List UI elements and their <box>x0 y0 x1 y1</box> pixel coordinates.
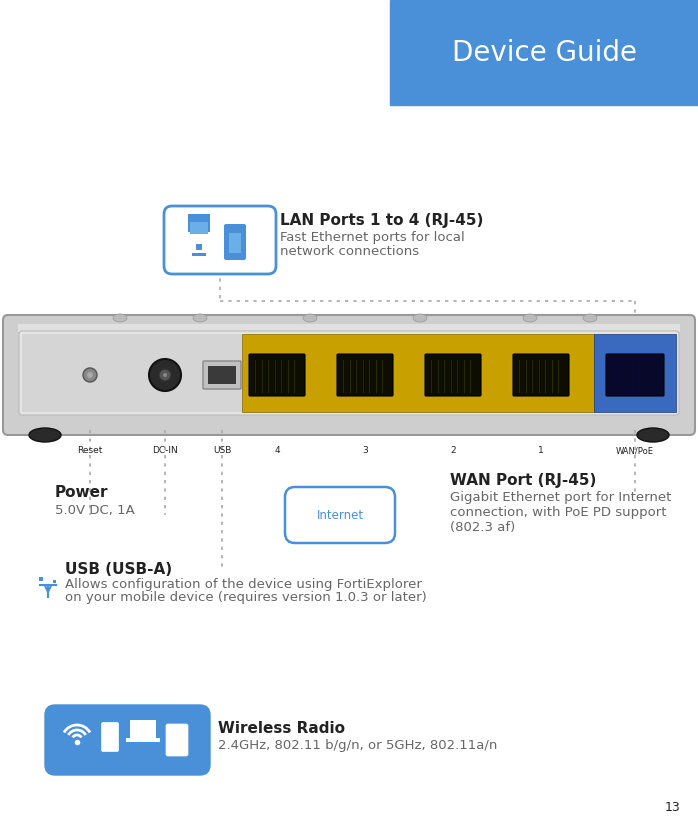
Circle shape <box>159 369 171 381</box>
FancyBboxPatch shape <box>249 354 305 396</box>
Bar <box>130 720 156 738</box>
FancyBboxPatch shape <box>19 331 679 415</box>
Text: USB (USB-A): USB (USB-A) <box>65 562 172 577</box>
Text: 13: 13 <box>664 800 680 814</box>
Text: 2.4GHz, 802.11 b/g/n, or 5GHz, 802.11a/n: 2.4GHz, 802.11 b/g/n, or 5GHz, 802.11a/n <box>218 739 498 752</box>
Text: Fast Ethernet ports for local: Fast Ethernet ports for local <box>280 231 465 244</box>
Ellipse shape <box>29 428 61 442</box>
Bar <box>594 334 676 412</box>
Text: Device Guide: Device Guide <box>452 39 637 67</box>
Text: WAN/PoE: WAN/PoE <box>616 446 654 455</box>
FancyBboxPatch shape <box>164 206 276 274</box>
Bar <box>190 222 208 234</box>
Circle shape <box>163 373 167 377</box>
Ellipse shape <box>583 314 597 322</box>
Text: 5.0V DC, 1A: 5.0V DC, 1A <box>55 504 135 517</box>
Bar <box>390 0 698 105</box>
Circle shape <box>87 372 93 378</box>
Ellipse shape <box>637 428 669 442</box>
FancyBboxPatch shape <box>203 361 241 389</box>
FancyBboxPatch shape <box>606 354 664 396</box>
Text: 2: 2 <box>450 446 456 455</box>
Text: DC-IN: DC-IN <box>152 446 178 455</box>
Text: on your mobile device (requires version 1.0.3 or later): on your mobile device (requires version … <box>65 591 426 604</box>
Text: LAN Ports 1 to 4 (RJ-45): LAN Ports 1 to 4 (RJ-45) <box>280 213 484 228</box>
Text: WAN Port (RJ-45): WAN Port (RJ-45) <box>450 473 596 488</box>
FancyBboxPatch shape <box>337 354 393 396</box>
Text: 1: 1 <box>538 446 544 455</box>
FancyBboxPatch shape <box>3 315 695 435</box>
Bar <box>188 214 210 232</box>
Text: Gigabit Ethernet port for Internet: Gigabit Ethernet port for Internet <box>450 491 671 504</box>
Bar <box>18 324 680 332</box>
Text: USB: USB <box>213 446 231 455</box>
Bar <box>39 577 43 581</box>
Text: Allows configuration of the device using FortiExplorer: Allows configuration of the device using… <box>65 578 422 591</box>
Text: connection, with PoE PD support: connection, with PoE PD support <box>450 506 667 519</box>
FancyBboxPatch shape <box>101 722 119 751</box>
Text: (802.3 af): (802.3 af) <box>450 521 515 534</box>
FancyBboxPatch shape <box>166 724 188 756</box>
Circle shape <box>83 368 97 382</box>
Text: Internet: Internet <box>316 508 364 521</box>
Bar <box>196 244 202 250</box>
Text: 3: 3 <box>362 446 368 455</box>
Bar <box>22 334 242 412</box>
Text: 4: 4 <box>274 446 280 455</box>
Bar <box>208 366 236 384</box>
Ellipse shape <box>413 314 427 322</box>
FancyBboxPatch shape <box>513 354 569 396</box>
Circle shape <box>149 359 181 391</box>
Bar <box>126 738 160 742</box>
FancyBboxPatch shape <box>425 354 481 396</box>
Bar <box>229 233 241 253</box>
Ellipse shape <box>523 314 537 322</box>
Ellipse shape <box>303 314 317 322</box>
Text: network connections: network connections <box>280 245 419 258</box>
Text: Reset: Reset <box>77 446 103 455</box>
Ellipse shape <box>193 314 207 322</box>
Text: Wireless Radio: Wireless Radio <box>218 721 345 736</box>
Bar <box>242 334 594 412</box>
FancyBboxPatch shape <box>224 224 246 260</box>
FancyBboxPatch shape <box>285 487 395 543</box>
Ellipse shape <box>113 314 127 322</box>
Bar <box>192 253 206 256</box>
Bar <box>53 580 56 583</box>
FancyBboxPatch shape <box>45 705 210 775</box>
Text: Power: Power <box>55 485 108 500</box>
